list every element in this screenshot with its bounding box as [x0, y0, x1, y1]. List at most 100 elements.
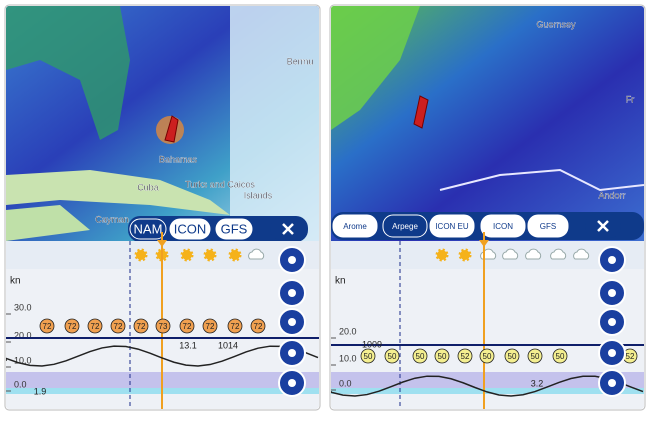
model-button-label[interactable]: ICON — [174, 221, 207, 236]
close-button[interactable] — [270, 218, 306, 240]
marker-bg — [250, 318, 266, 334]
model-button[interactable]: Arome — [332, 214, 378, 238]
model-button-label[interactable]: ICON — [493, 222, 513, 231]
model-button-bg — [527, 214, 569, 238]
model-button-label[interactable]: GFS — [540, 222, 556, 231]
side-button[interactable] — [598, 246, 626, 274]
chart-band — [331, 388, 644, 394]
sun-icon — [228, 248, 242, 262]
model-button-label[interactable]: NAM — [134, 221, 163, 236]
cloud-icon — [573, 248, 590, 260]
map-label: Andorr — [598, 190, 625, 200]
side-button[interactable] — [278, 246, 306, 274]
model-button-label[interactable]: ICON EU — [435, 222, 469, 231]
marker-label: 50 — [531, 352, 540, 361]
marker-label: 73 — [159, 322, 168, 331]
side-button[interactable] — [598, 279, 626, 307]
map-label: Turks and Caicos — [185, 179, 255, 189]
axis-label: 30.0 — [14, 302, 32, 312]
map-region — [331, 6, 420, 130]
chart-unit: kn — [10, 276, 21, 287]
marker-bg — [202, 318, 218, 334]
axis-label: 0.0 — [339, 378, 352, 388]
model-button[interactable]: ICON — [480, 214, 526, 238]
model-button[interactable]: GFS — [527, 214, 569, 238]
side-button-icon — [608, 349, 616, 357]
side-button[interactable] — [278, 339, 306, 367]
axis-label: 10.0 — [14, 355, 32, 365]
model-button-bg — [429, 214, 475, 238]
marker-label: 50 — [364, 352, 373, 361]
close-icon — [597, 220, 609, 232]
map-ocean — [230, 6, 319, 241]
cloud-icon — [248, 248, 265, 260]
marker-bg — [457, 348, 473, 364]
sun-icon — [435, 248, 449, 262]
map-label: Guernsey — [536, 19, 576, 29]
sun-icon — [180, 248, 194, 262]
model-button[interactable]: GFS — [215, 218, 253, 240]
marker-label: 72 — [114, 322, 123, 331]
side-button-icon — [288, 256, 296, 264]
marker-bg — [227, 318, 243, 334]
marker-bg — [552, 348, 568, 364]
side-button[interactable] — [598, 308, 626, 336]
marker-bg — [412, 348, 428, 364]
map-label: Fr — [626, 94, 635, 104]
map-label: Cuba — [137, 182, 159, 192]
model-button-bg — [382, 214, 428, 238]
marker-label: 52 — [626, 352, 635, 361]
marker-label: 72 — [183, 322, 192, 331]
marker-label: 52 — [461, 352, 470, 361]
model-button-bg — [129, 218, 167, 240]
model-button[interactable]: Arpege — [382, 214, 428, 238]
now-marker — [479, 240, 489, 247]
axis-label: 20.0 — [339, 326, 357, 336]
model-button-label[interactable]: GFS — [221, 221, 248, 236]
marker-bg — [360, 348, 376, 364]
side-button[interactable] — [278, 279, 306, 307]
model-button[interactable]: ICON EU — [429, 214, 475, 238]
side-button[interactable] — [598, 339, 626, 367]
marker-label: 50 — [438, 352, 447, 361]
side-button-icon — [288, 379, 296, 387]
marker-bg — [133, 318, 149, 334]
marker-bg — [179, 318, 195, 334]
panel-frame — [4, 4, 321, 411]
model-button-bg — [215, 218, 253, 240]
axis-label: 0.0 — [14, 379, 27, 389]
side-button-icon — [608, 256, 616, 264]
chart-annotation: 13.1 — [179, 340, 197, 350]
map-label: Bahamas — [159, 154, 198, 164]
wind-line — [6, 345, 319, 367]
marker-label: 72 — [206, 322, 215, 331]
marker-bg — [384, 348, 400, 364]
side-button[interactable] — [278, 369, 306, 397]
model-button-label[interactable]: Arpege — [392, 222, 418, 231]
wind-line — [331, 375, 644, 397]
marker-bg — [434, 348, 450, 364]
model-button[interactable]: ICON — [169, 218, 211, 240]
cloud-icon — [502, 248, 519, 260]
close-button[interactable] — [585, 214, 621, 238]
side-button[interactable] — [278, 308, 306, 336]
marker-bg — [479, 348, 495, 364]
marker-bg — [504, 348, 520, 364]
map-label: Islands — [244, 190, 273, 200]
model-button-bg — [169, 218, 211, 240]
sun-icon — [134, 248, 148, 262]
marker-bg — [64, 318, 80, 334]
map-label: Cayman — [95, 214, 129, 224]
side-button-icon — [288, 349, 296, 357]
marker-bg — [155, 318, 171, 334]
model-button-label[interactable]: Arome — [343, 222, 367, 231]
axis-label: 20.0 — [14, 330, 32, 340]
boat — [164, 115, 179, 143]
marker-label: 72 — [137, 322, 146, 331]
marker-label: 72 — [43, 322, 52, 331]
model-button[interactable]: NAM — [129, 218, 167, 240]
right-panel: Guernsey Fr Andorr Arome Arpege ICON EU ICON GF… — [331, 6, 644, 409]
side-button[interactable] — [598, 369, 626, 397]
